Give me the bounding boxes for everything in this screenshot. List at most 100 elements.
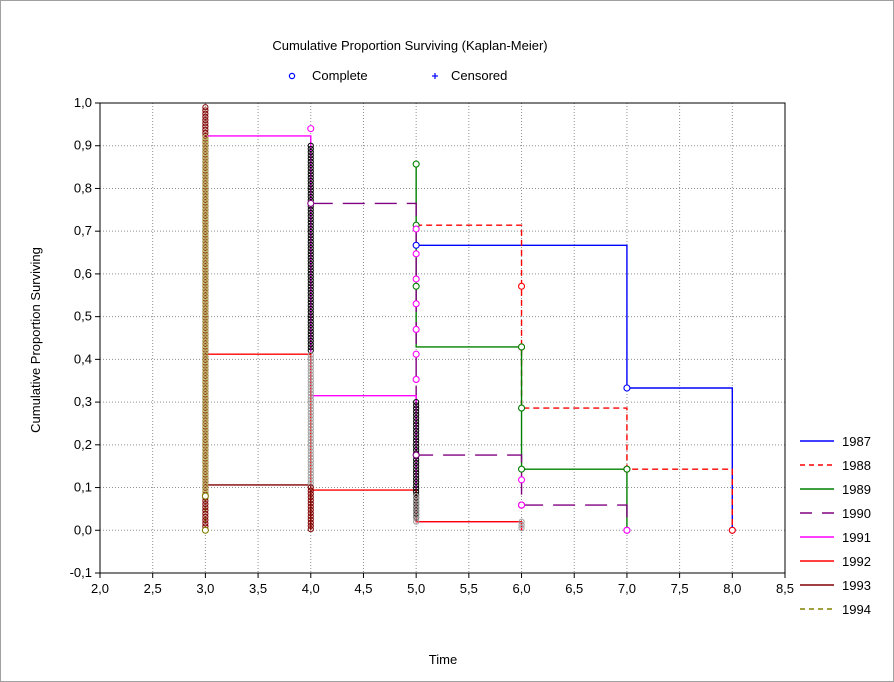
data-point-1989 bbox=[623, 465, 631, 473]
column-marker bbox=[307, 334, 314, 341]
column-marker bbox=[202, 146, 209, 154]
column-marker bbox=[307, 315, 314, 322]
series-line-1988 bbox=[416, 224, 734, 531]
column-marker bbox=[202, 348, 209, 355]
column-marker bbox=[307, 451, 314, 458]
column-marker bbox=[307, 149, 314, 156]
column-marker bbox=[307, 318, 314, 325]
column-marker bbox=[202, 380, 209, 387]
column-marker bbox=[307, 238, 314, 245]
column-marker bbox=[307, 193, 314, 201]
x-tick-label: 4,5 bbox=[354, 581, 372, 596]
series-legend: 1987 1988 1989 1990 1991 1992 1993 1994 bbox=[800, 434, 871, 617]
data-point-1989 bbox=[412, 282, 420, 290]
column-marker bbox=[202, 316, 209, 323]
x-tick-label: 3,5 bbox=[249, 581, 267, 596]
column-marker bbox=[307, 267, 314, 274]
legend-label-1994: 1994 bbox=[842, 602, 871, 617]
column-marker bbox=[518, 518, 525, 525]
column-marker bbox=[413, 496, 420, 503]
column-marker bbox=[202, 409, 209, 416]
x-tick-label: 8,0 bbox=[723, 581, 741, 596]
data-point-1991 bbox=[412, 375, 420, 383]
legend-label-1993: 1993 bbox=[842, 578, 871, 593]
column-marker bbox=[413, 492, 420, 500]
column-marker bbox=[413, 398, 420, 406]
legend-label-1987: 1987 bbox=[842, 434, 871, 449]
column-marker bbox=[307, 487, 314, 494]
column-marker bbox=[202, 207, 209, 214]
column-marker bbox=[202, 402, 209, 410]
column-marker bbox=[307, 152, 314, 159]
column-marker bbox=[202, 447, 209, 454]
column-marker bbox=[307, 145, 314, 153]
data-point-1989 bbox=[517, 465, 526, 473]
data-point-1991 bbox=[412, 300, 420, 308]
column-marker bbox=[202, 425, 209, 432]
column-marker bbox=[202, 377, 209, 384]
column-marker bbox=[307, 457, 314, 464]
column-marker bbox=[307, 344, 314, 351]
column-marker bbox=[307, 273, 314, 281]
data-point-1991 bbox=[412, 350, 420, 358]
column-marker bbox=[307, 476, 314, 483]
column-marker bbox=[202, 287, 209, 294]
column-marker bbox=[307, 331, 314, 338]
column-marker bbox=[307, 341, 314, 348]
data-point-1987 bbox=[623, 384, 631, 392]
column-marker bbox=[202, 329, 209, 336]
column-marker bbox=[202, 150, 209, 157]
column-marker bbox=[307, 277, 314, 284]
data-point-1991 bbox=[517, 501, 526, 509]
column-marker bbox=[202, 300, 209, 307]
column-marker bbox=[307, 158, 314, 165]
column-marker bbox=[202, 233, 209, 240]
column-marker bbox=[307, 494, 314, 501]
column-marker bbox=[518, 525, 525, 532]
column-marker bbox=[307, 513, 314, 520]
column-marker bbox=[307, 181, 314, 188]
y-tick-label: 0,1 bbox=[74, 480, 92, 495]
column-marker bbox=[307, 412, 314, 419]
column-marker bbox=[202, 342, 209, 349]
column-marker bbox=[202, 520, 209, 527]
column-marker bbox=[307, 510, 314, 517]
column-marker bbox=[202, 143, 209, 150]
column-marker bbox=[413, 508, 420, 516]
column-marker bbox=[202, 116, 209, 124]
column-marker bbox=[307, 174, 314, 181]
column-marker bbox=[202, 194, 209, 202]
series-line-1991 bbox=[205, 135, 523, 531]
column-marker bbox=[413, 488, 420, 495]
column-marker bbox=[307, 454, 314, 461]
column-marker bbox=[307, 435, 314, 442]
column-marker bbox=[202, 361, 209, 368]
column-marker bbox=[307, 293, 314, 300]
column-marker bbox=[413, 462, 420, 470]
column-marker bbox=[202, 278, 209, 285]
column-marker bbox=[202, 242, 209, 250]
column-marker bbox=[202, 418, 209, 426]
column-marker bbox=[307, 473, 314, 480]
column-marker bbox=[202, 162, 209, 170]
x-tick-label: 6,5 bbox=[565, 581, 583, 596]
column-marker bbox=[307, 526, 314, 533]
series-line-1990 bbox=[310, 202, 628, 531]
x-tick-label: 6,0 bbox=[512, 581, 530, 596]
column-marker bbox=[307, 409, 314, 416]
x-tick-label: 3,0 bbox=[196, 581, 214, 596]
x-axis-label: Time bbox=[429, 652, 457, 667]
y-tick-label: -0,1 bbox=[70, 565, 92, 580]
column-marker bbox=[413, 430, 420, 438]
column-marker bbox=[307, 257, 314, 265]
column-marker bbox=[202, 252, 209, 259]
column-marker bbox=[202, 463, 209, 470]
data-point-1991 bbox=[307, 125, 315, 133]
y-tick-label: 0,5 bbox=[74, 309, 92, 324]
column-marker bbox=[307, 232, 314, 239]
column-marker bbox=[202, 326, 209, 333]
column-marker bbox=[202, 444, 209, 451]
data-point-1990 bbox=[412, 451, 420, 459]
plot-area bbox=[99, 102, 786, 574]
